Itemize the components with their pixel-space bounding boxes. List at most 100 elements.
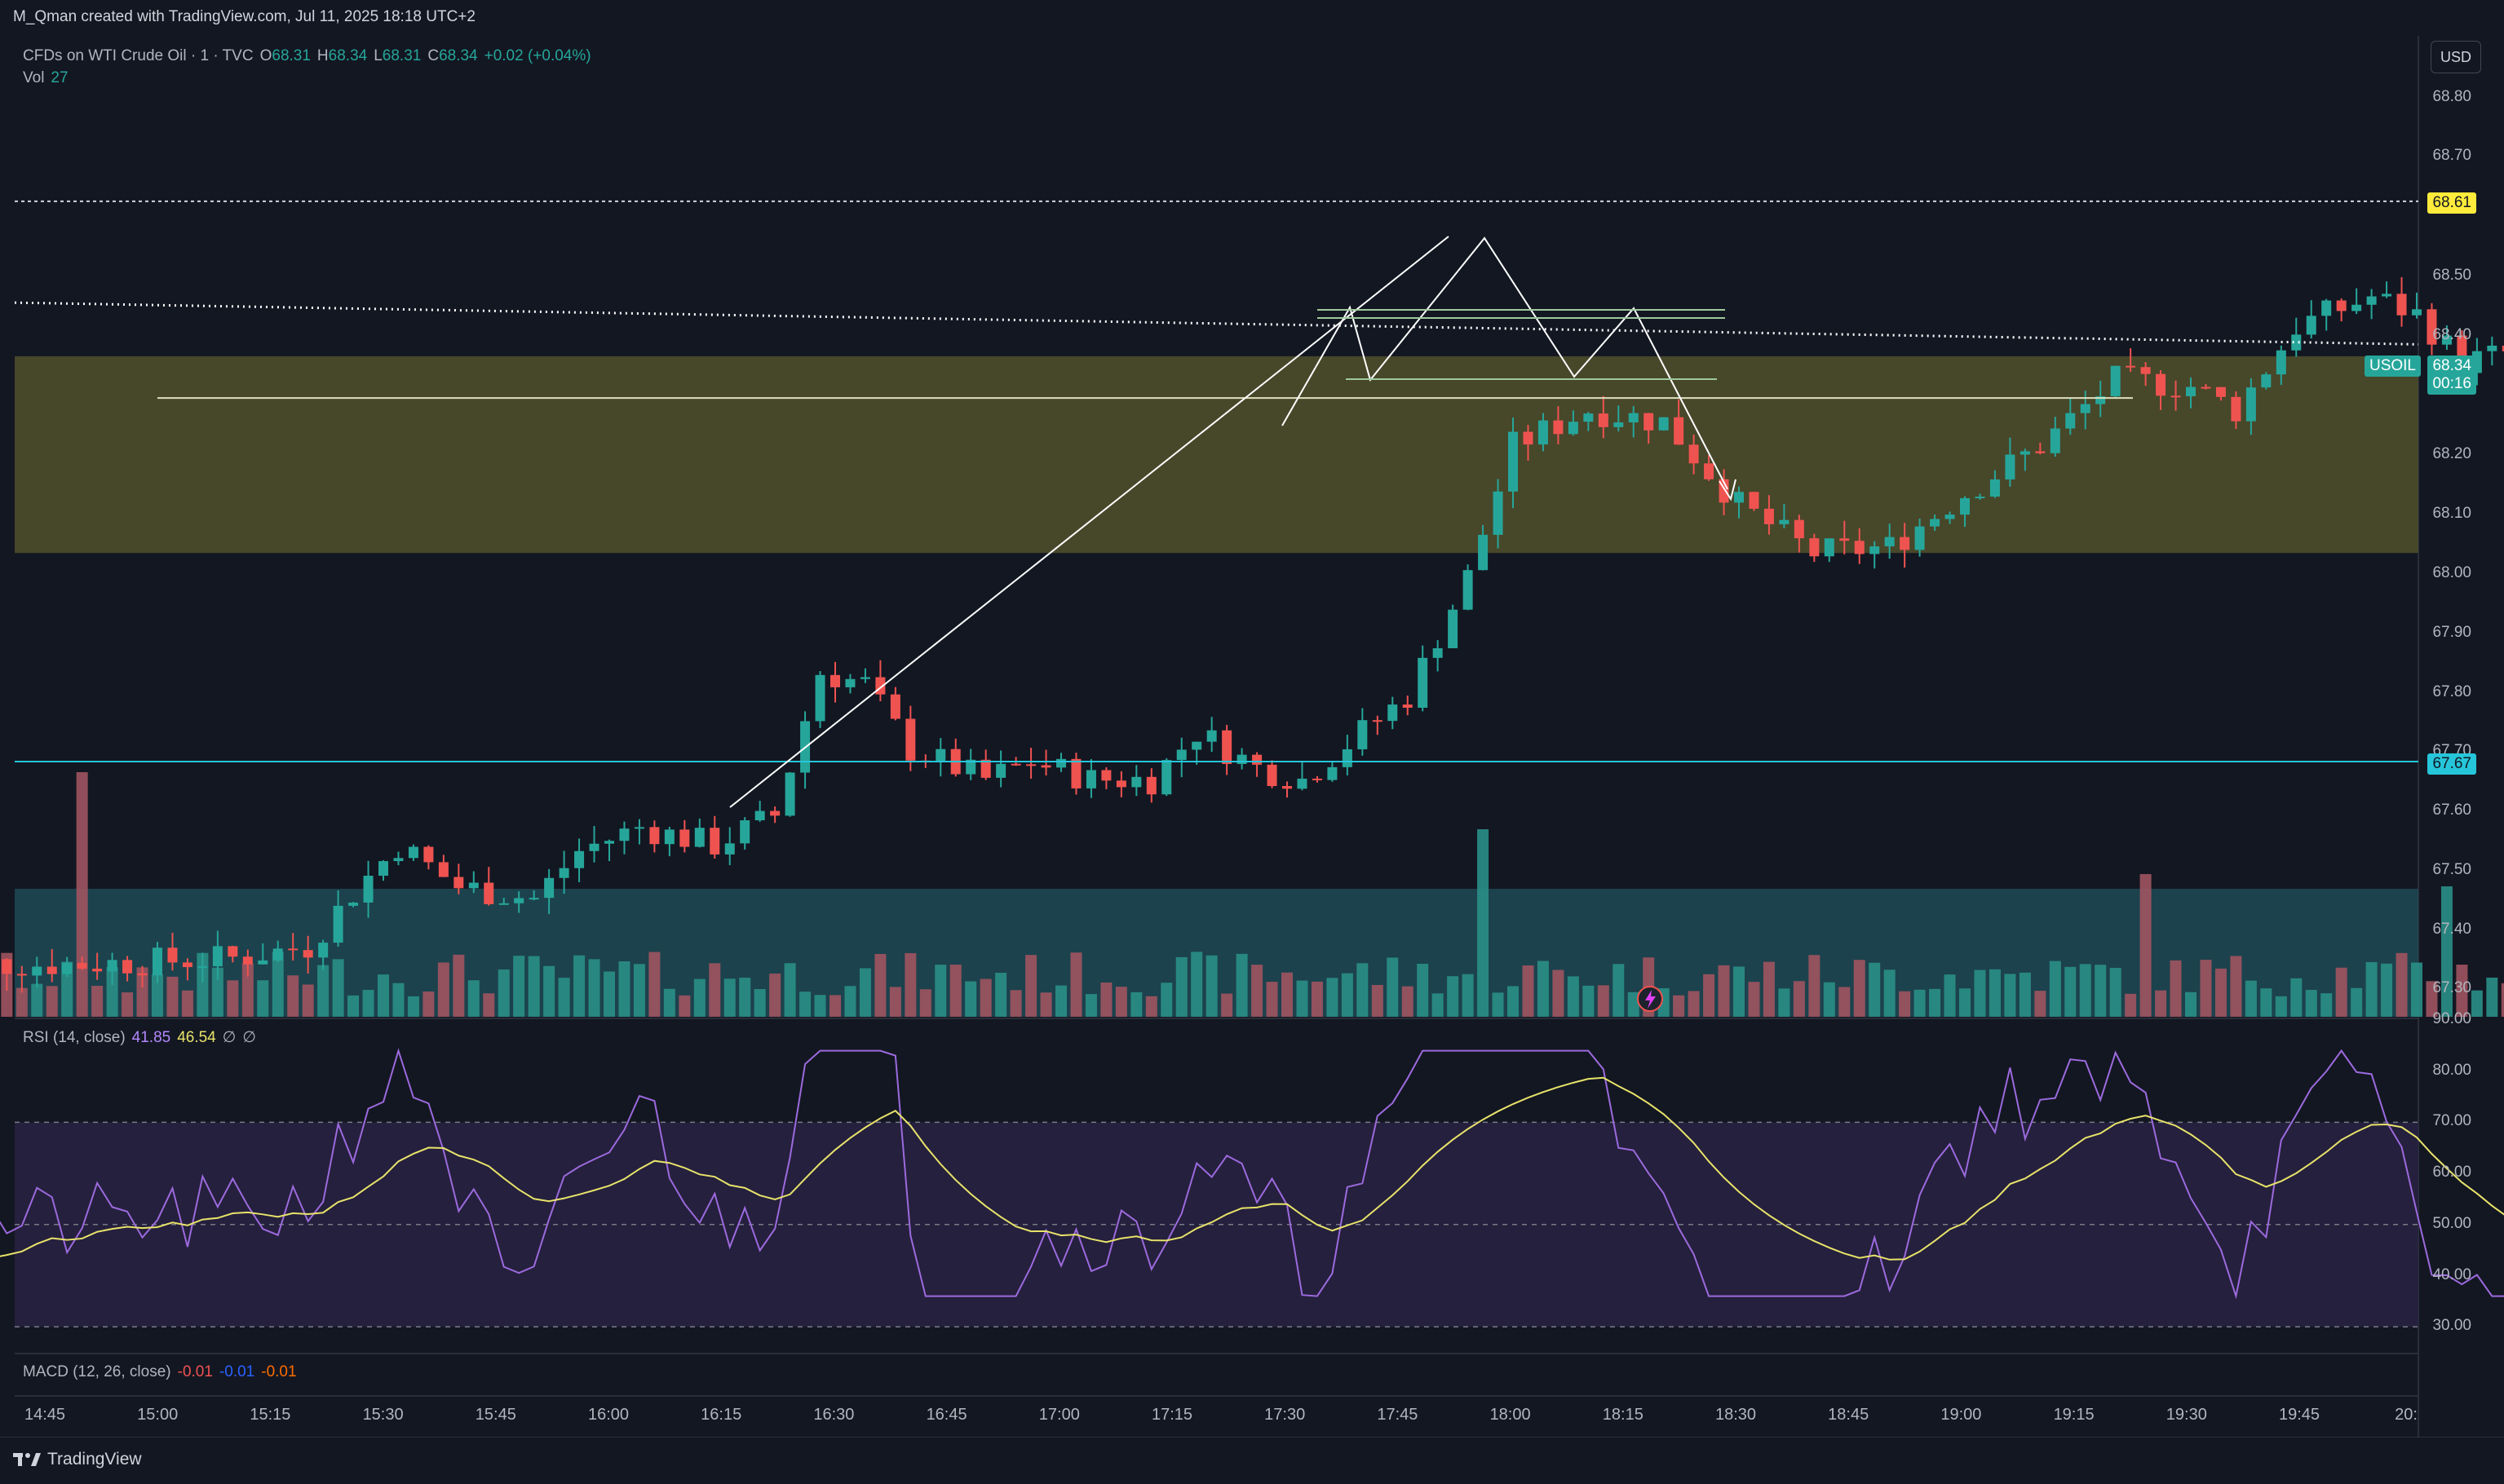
time-tick-label: 15:00 — [137, 1406, 179, 1424]
candle-body — [1342, 749, 1352, 767]
candle-body — [1146, 776, 1157, 795]
volume-bar — [919, 989, 931, 1017]
credit-text: M_Qman created with TradingView.com, Jul… — [13, 8, 476, 25]
volume-bar — [663, 988, 675, 1017]
candle-body — [242, 956, 253, 965]
candle-body — [2, 959, 12, 974]
high-label: H — [316, 47, 329, 64]
candle-body — [845, 678, 856, 687]
tradingview-label: TradingView — [47, 1450, 142, 1469]
candle-body — [423, 846, 434, 863]
rsi-value: 41.85 — [131, 1028, 171, 1046]
volume-bar — [1899, 991, 1911, 1017]
volume-bar — [889, 987, 901, 1017]
volume-bar — [1341, 973, 1353, 1017]
candle-body — [182, 962, 192, 968]
volume-bar — [1823, 982, 1835, 1017]
candle-body — [905, 718, 916, 761]
volume-bar — [1025, 955, 1037, 1017]
macd-value: -0.01 — [177, 1363, 213, 1380]
candle-body — [1914, 526, 1925, 550]
volume-bar — [1522, 965, 1534, 1017]
candle-body — [408, 846, 418, 859]
lightning-icon — [1645, 990, 1656, 1009]
currency-button[interactable]: USD — [2431, 41, 2481, 73]
volume-bar — [1221, 993, 1233, 1017]
candle-body — [1116, 780, 1126, 788]
volume-bar — [528, 956, 540, 1017]
volume-bar — [2004, 974, 2016, 1017]
candle-body — [966, 759, 976, 775]
volume-bar — [799, 992, 812, 1017]
candle-body — [996, 763, 1006, 778]
volume-bar — [122, 992, 134, 1017]
price-tick-label: 67.80 — [2432, 683, 2471, 700]
volume-bar — [347, 995, 360, 1017]
candle-body — [2035, 451, 2046, 453]
volume-bar — [604, 971, 615, 1017]
macd-label: MACD (12, 26, close) — [23, 1363, 171, 1380]
volume-bar — [302, 984, 314, 1017]
volume-bar — [197, 952, 209, 1017]
candle-body — [1086, 770, 1096, 788]
candle-body — [589, 843, 599, 851]
volume-bar — [2411, 962, 2422, 1017]
volume-bar — [1191, 952, 1203, 1017]
volume-bar — [332, 959, 344, 1017]
last-price: 68.34 — [2432, 357, 2471, 374]
volume-bar — [287, 975, 299, 1017]
candle-body — [1900, 537, 1910, 550]
candle-body — [1869, 546, 1880, 554]
candle-body — [1252, 754, 1263, 765]
candle-body — [694, 828, 705, 847]
candle-body — [785, 772, 795, 816]
volume-bar — [1371, 984, 1383, 1017]
candle-body — [980, 759, 991, 778]
candle-body — [1131, 776, 1142, 788]
candle-body — [1674, 417, 1684, 445]
volume-bar — [392, 983, 405, 1017]
volume-bar — [2320, 993, 2333, 1017]
candle-body — [258, 960, 268, 965]
countdown: 00:16 — [2432, 375, 2471, 392]
candle-body — [1809, 538, 1820, 557]
candle-body — [303, 950, 313, 958]
volume-bar — [2170, 960, 2182, 1017]
volume-bar — [2214, 968, 2227, 1017]
change-value: +0.02 (+0.04%) — [484, 47, 591, 64]
candle-body — [2186, 386, 2196, 396]
candle-body — [890, 694, 900, 719]
candle-body — [228, 946, 238, 957]
time-tick-label: 17:45 — [1377, 1406, 1418, 1424]
candle-body — [1192, 741, 1202, 750]
volume-bar — [76, 772, 88, 1017]
candle-body — [92, 968, 103, 972]
volume-bar — [1597, 985, 1609, 1017]
volume-bar — [1251, 965, 1263, 1017]
rsi-label: RSI (14, close) — [23, 1028, 126, 1046]
candle-body — [1688, 444, 1699, 464]
volume-bar — [1161, 983, 1173, 1017]
price-tick-label: 68.40 — [2432, 326, 2471, 343]
candle-body — [2215, 386, 2226, 397]
volume-bar — [1100, 983, 1113, 1017]
candle-body — [2382, 294, 2392, 297]
volume-bar — [1236, 953, 1248, 1017]
volume-bar — [498, 969, 510, 1017]
volume-bar — [1537, 961, 1549, 1017]
volume-bar — [2335, 967, 2347, 1017]
candle-body — [1267, 764, 1277, 786]
volume-bar — [2305, 989, 2317, 1017]
rsi-tick-label: 90.00 — [2432, 1010, 2471, 1027]
candle-body — [679, 829, 690, 847]
rsi-tick-label: 70.00 — [2432, 1112, 2471, 1130]
candle-body — [1960, 497, 1970, 515]
volume-bar — [2351, 987, 2363, 1017]
volume-bar — [483, 993, 495, 1017]
volume-bar — [2471, 990, 2483, 1017]
rsi-tick-label: 30.00 — [2432, 1317, 2471, 1335]
candle-body — [2080, 404, 2090, 413]
volume-bar — [1281, 972, 1293, 1017]
volume-bar — [2139, 874, 2152, 1017]
